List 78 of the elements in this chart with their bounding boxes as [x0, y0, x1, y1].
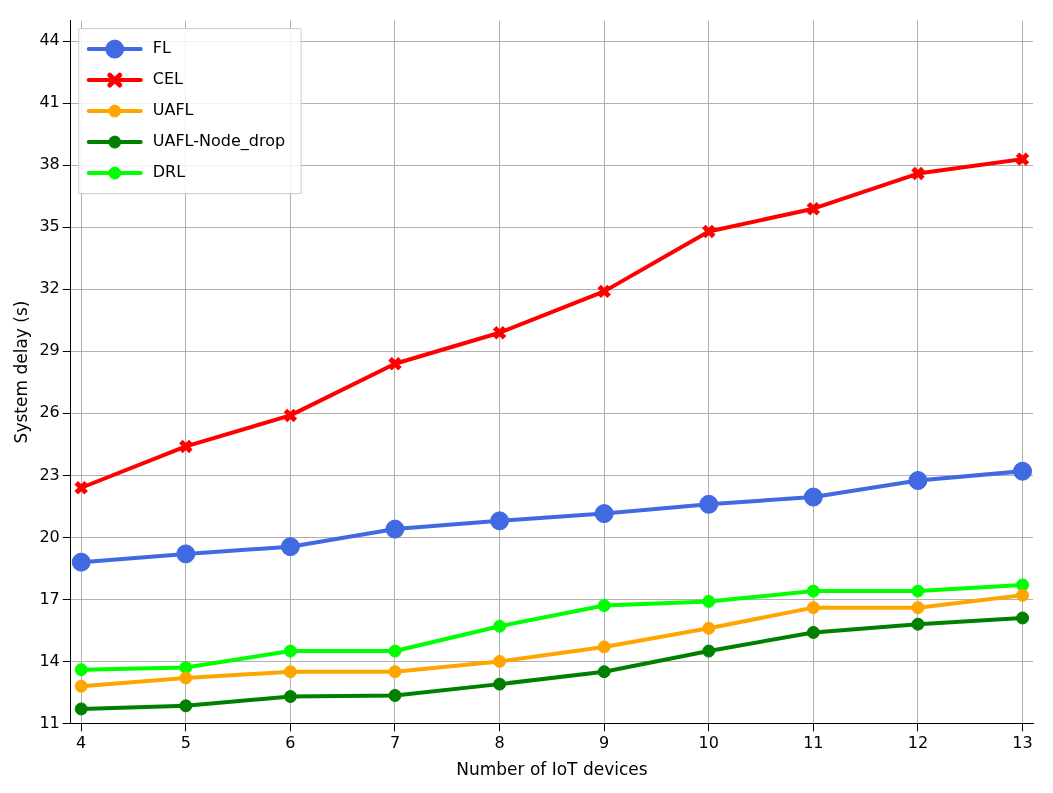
- point: [702, 594, 716, 608]
- point: [493, 654, 507, 668]
- point: [493, 619, 507, 633]
- x-tick-label: 7: [389, 733, 401, 753]
- x-axis-title: Number of IoT devices: [456, 759, 648, 780]
- point: [1013, 461, 1033, 481]
- point: [74, 702, 88, 716]
- point: [73, 480, 89, 496]
- point: [179, 671, 193, 685]
- legend-label: UAFL-Node_drop: [152, 131, 286, 152]
- point: [702, 621, 716, 635]
- point: [803, 487, 823, 507]
- x-tick-label: 8: [494, 733, 505, 753]
- point: [388, 689, 402, 702]
- point: [594, 504, 614, 524]
- point: [493, 677, 507, 691]
- point: [910, 166, 926, 182]
- point: [702, 644, 716, 658]
- point: [597, 640, 611, 654]
- point: [699, 494, 719, 514]
- x-tick-label: 6: [285, 733, 296, 753]
- x-tick-label: 4: [76, 733, 87, 753]
- point: [806, 584, 820, 598]
- y-tick-label: 41: [39, 92, 60, 112]
- point: [1016, 611, 1030, 625]
- point: [1016, 578, 1030, 592]
- x-tick-label: 10: [698, 733, 719, 753]
- point: [283, 644, 297, 658]
- y-tick-label: 32: [39, 278, 60, 298]
- point: [74, 679, 88, 693]
- point: [1016, 588, 1030, 602]
- x-tick-label: 12: [907, 733, 929, 753]
- point: [179, 699, 193, 713]
- legend-label: FL: [152, 38, 171, 58]
- y-tick-label: 17: [39, 588, 60, 608]
- x-tick-label: 5: [180, 733, 191, 753]
- point: [911, 584, 925, 598]
- point: [71, 552, 91, 572]
- point: [805, 201, 821, 217]
- point: [911, 601, 925, 615]
- x-tick-label: 9: [599, 733, 610, 753]
- point: [388, 665, 402, 679]
- point: [490, 511, 510, 531]
- point: [701, 223, 717, 239]
- point: [280, 537, 300, 557]
- point: [492, 325, 508, 341]
- point: [387, 356, 403, 372]
- y-axis-title: System delay (s): [10, 300, 31, 444]
- y-tick-label: 38: [39, 154, 60, 174]
- legend-label: UAFL: [152, 100, 194, 120]
- y-tick-label: 11: [39, 712, 60, 732]
- y-tick-label: 20: [39, 526, 60, 546]
- point: [283, 665, 297, 679]
- point: [596, 283, 612, 299]
- point: [597, 599, 611, 613]
- legend-label: CEL: [152, 69, 184, 89]
- point: [282, 407, 298, 423]
- point: [1015, 151, 1030, 167]
- point: [283, 690, 297, 704]
- point: [806, 625, 820, 639]
- y-tick-label: 29: [39, 340, 60, 360]
- y-tick-label: 35: [39, 216, 60, 236]
- y-tick-label: 14: [39, 650, 60, 670]
- point: [597, 665, 611, 679]
- point: [908, 471, 928, 491]
- point: [74, 663, 88, 677]
- point: [178, 438, 194, 454]
- x-tick-label: 13: [1012, 733, 1033, 753]
- point: [385, 519, 405, 539]
- legend-label: DRL: [152, 162, 186, 182]
- y-tick-label: 44: [39, 30, 60, 50]
- y-tick-label: 26: [39, 402, 60, 422]
- x-tick-label: 11: [803, 733, 824, 753]
- point: [388, 644, 402, 658]
- point: [806, 601, 820, 615]
- y-tick-label: 23: [39, 464, 60, 484]
- point: [911, 617, 925, 631]
- point: [176, 544, 196, 564]
